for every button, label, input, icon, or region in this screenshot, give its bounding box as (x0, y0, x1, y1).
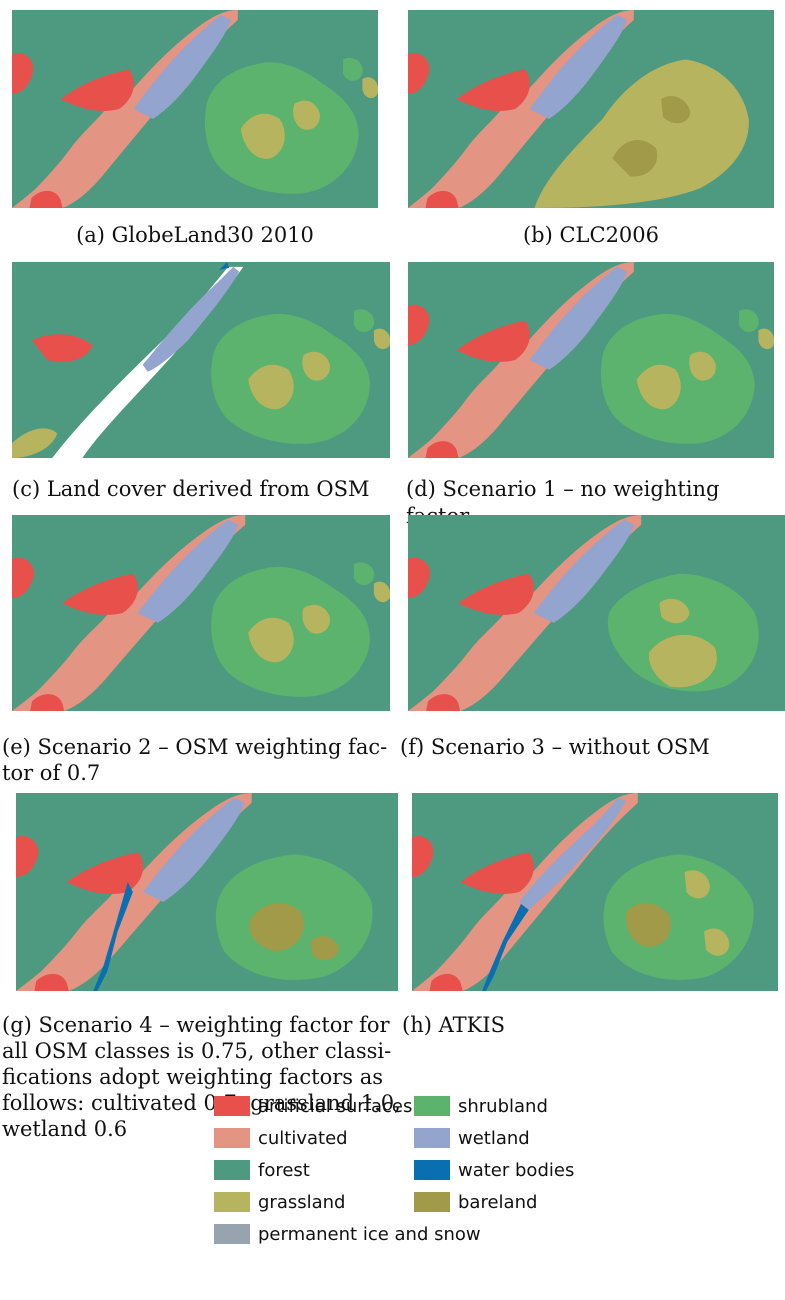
legend-item-wetland: wetland (414, 1126, 530, 1150)
legend-item-cultivated: cultivated (214, 1126, 348, 1150)
panel-a-caption: (a) GlobeLand30 2010 (76, 223, 314, 247)
panel-h-caption: (h) ATKIS (402, 1013, 505, 1037)
legend-swatch-water-bodies (414, 1160, 450, 1180)
panel-g-caption-line1: (g) Scenario 4 – weighting factor for (2, 1013, 390, 1037)
legend-swatch-grassland (214, 1192, 250, 1212)
panel-g-caption-line2: all OSM classes is 0.75, other classi- (2, 1039, 392, 1063)
legend-item-permanent-ice-and-snow: permanent ice and snow (214, 1222, 481, 1246)
map-legend: artificial surfaces shrubland cultivated… (214, 1094, 574, 1294)
panel-c-caption: (c) Land cover derived from OSM (12, 477, 370, 501)
map-panel-c (12, 262, 390, 458)
legend-swatch-wetland (414, 1128, 450, 1148)
map-panel-e (12, 515, 390, 711)
legend-item-water-bodies: water bodies (414, 1158, 574, 1182)
map-panel-f (408, 515, 785, 711)
legend-swatch-artificial-surfaces (214, 1096, 250, 1116)
legend-item-bareland: bareland (414, 1190, 537, 1214)
legend-swatch-forest (214, 1160, 250, 1180)
map-panel-a (12, 10, 378, 208)
legend-swatch-shrubland (414, 1096, 450, 1116)
legend-label: cultivated (258, 1127, 348, 1149)
panel-b-caption: (b) CLC2006 (522, 223, 660, 247)
legend-swatch-permanent-ice-and-snow (214, 1224, 250, 1244)
map-panel-g (16, 793, 398, 991)
legend-item-forest: forest (214, 1158, 310, 1182)
panel-g-caption-line3: fications adopt weighting factors as (2, 1065, 384, 1089)
legend-swatch-cultivated (214, 1128, 250, 1148)
legend-item-shrubland: shrubland (414, 1094, 548, 1118)
legend-label: grassland (258, 1191, 346, 1213)
map-panel-b (408, 10, 774, 208)
legend-label: wetland (458, 1127, 530, 1149)
legend-label: permanent ice and snow (258, 1223, 481, 1245)
legend-item-grassland: grassland (214, 1190, 345, 1214)
panel-f-caption: (f) Scenario 3 – without OSM (400, 735, 710, 759)
map-panel-d (408, 262, 774, 458)
legend-item-artificial-surfaces: artificial surfaces (214, 1094, 412, 1118)
legend-label: bareland (458, 1191, 538, 1213)
legend-label: water bodies (458, 1159, 575, 1181)
legend-swatch-bareland (414, 1192, 450, 1212)
panel-e-caption-line2: tor of 0.7 (2, 761, 101, 785)
panel-g-caption-line5: wetland 0.6 (2, 1117, 128, 1141)
map-panel-h (412, 793, 778, 991)
panel-g-caption-line4: follows: cultivated 0.7, grassland 1.0, (2, 1091, 401, 1115)
panel-e-caption-line1: (e) Scenario 2 – OSM weighting fac- (2, 735, 388, 759)
legend-label: artificial surfaces (258, 1095, 413, 1117)
legend-label: shrubland (458, 1095, 548, 1117)
legend-label: forest (258, 1159, 310, 1181)
